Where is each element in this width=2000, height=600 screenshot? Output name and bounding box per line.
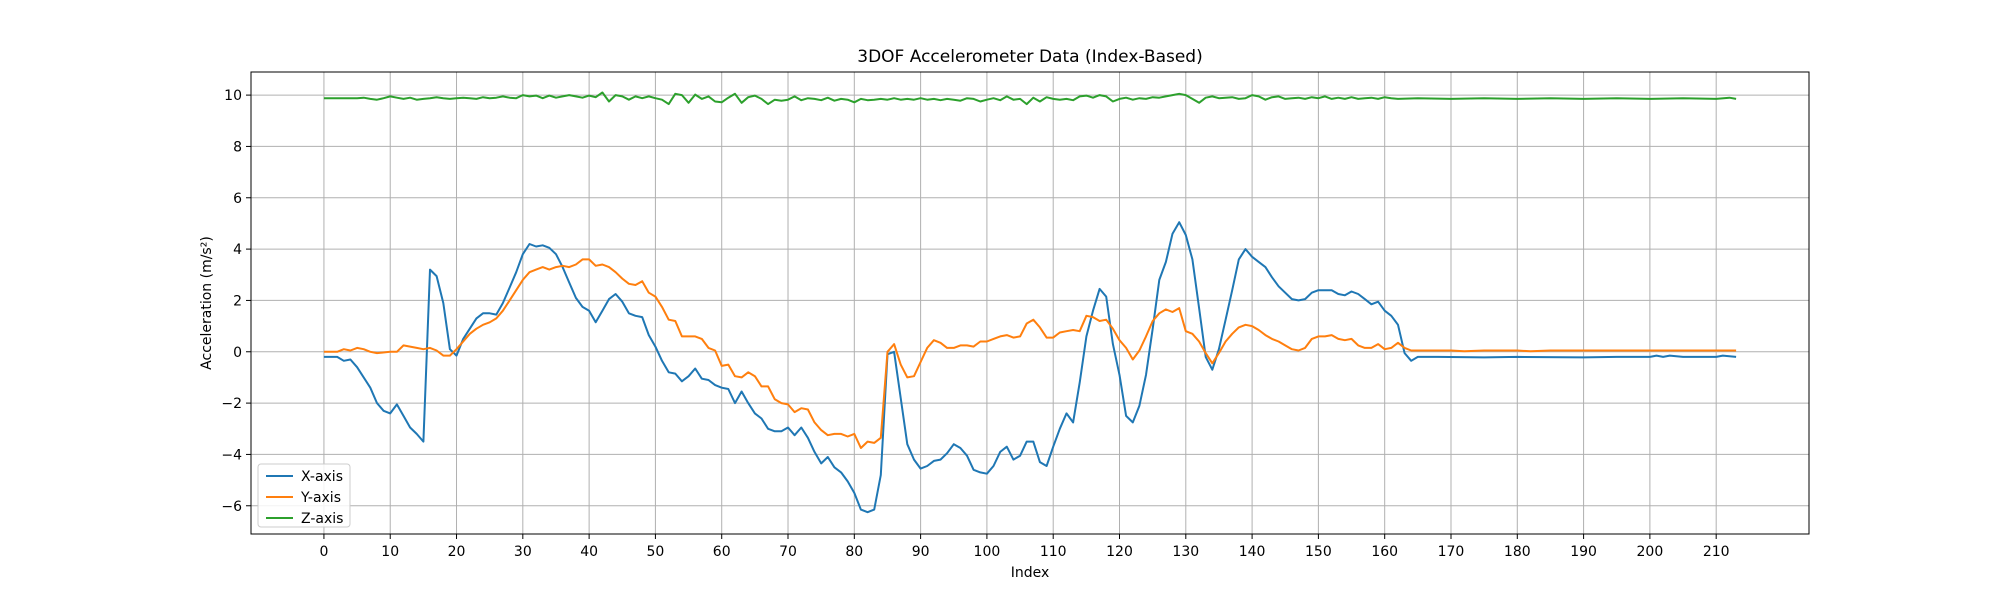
x-tick-label: 70 <box>779 544 797 560</box>
x-tick-label: 60 <box>713 544 731 560</box>
x-tick-label: 0 <box>319 544 328 560</box>
x-tick-label: 80 <box>845 544 863 560</box>
x-tick-label: 180 <box>1504 544 1531 560</box>
y-axis-label: Acceleration (m/s²) <box>199 236 215 370</box>
y-tick-label: 4 <box>233 242 242 258</box>
grid <box>251 72 1809 534</box>
x-tick-label: 100 <box>974 544 1001 560</box>
series-line-x-axis <box>323 221 1737 514</box>
legend-label-x-axis: X-axis <box>301 469 343 485</box>
x-tick-label: 50 <box>647 544 665 560</box>
x-tick-label: 210 <box>1703 544 1730 560</box>
x-tick-label: 200 <box>1637 544 1664 560</box>
x-tick-label: 160 <box>1371 544 1398 560</box>
x-ticks: 0 10 20 30 40 50 60 70 80 90 100 110 120 130 140 150 160… <box>319 534 1730 560</box>
x-tick-label: 130 <box>1172 544 1199 560</box>
y-tick-label: −2 <box>221 396 242 412</box>
y-ticks: −6 −4 −2 0 2 4 6 8 10 <box>221 88 251 515</box>
x-tick-label: 140 <box>1239 544 1266 560</box>
legend-label-y-axis: Y-axis <box>300 490 341 506</box>
series-line-y-axis <box>323 258 1737 449</box>
series-line-z-axis <box>323 91 1737 106</box>
series-lines <box>323 91 1737 514</box>
x-tick-label: 110 <box>1040 544 1067 560</box>
plot-frame <box>250 71 1810 535</box>
x-tick-label: 150 <box>1305 544 1332 560</box>
chart-title: 3DOF Accelerometer Data (Index-Based) <box>857 47 1202 67</box>
y-tick-label: 2 <box>233 293 242 309</box>
x-tick-label: 190 <box>1570 544 1597 560</box>
y-tick-label: −4 <box>221 447 242 463</box>
x-tick-label: 90 <box>912 544 930 560</box>
x-tick-label: 120 <box>1106 544 1133 560</box>
legend-box <box>257 463 351 528</box>
x-tick-label: 40 <box>580 544 598 560</box>
y-tick-label: 8 <box>233 139 242 155</box>
x-tick-label: 170 <box>1438 544 1465 560</box>
x-axis-label: Index <box>1011 565 1050 581</box>
x-tick-label: 20 <box>448 544 466 560</box>
legend-label-z-axis: Z-axis <box>301 511 343 527</box>
y-tick-label: 10 <box>224 88 242 104</box>
x-tick-label: 30 <box>514 544 532 560</box>
x-tick-label: 10 <box>381 544 399 560</box>
y-tick-label: −6 <box>221 499 242 515</box>
legend: X-axis Y-axis Z-axis <box>257 463 351 528</box>
y-tick-label: 0 <box>233 345 242 361</box>
y-tick-label: 6 <box>233 191 242 207</box>
